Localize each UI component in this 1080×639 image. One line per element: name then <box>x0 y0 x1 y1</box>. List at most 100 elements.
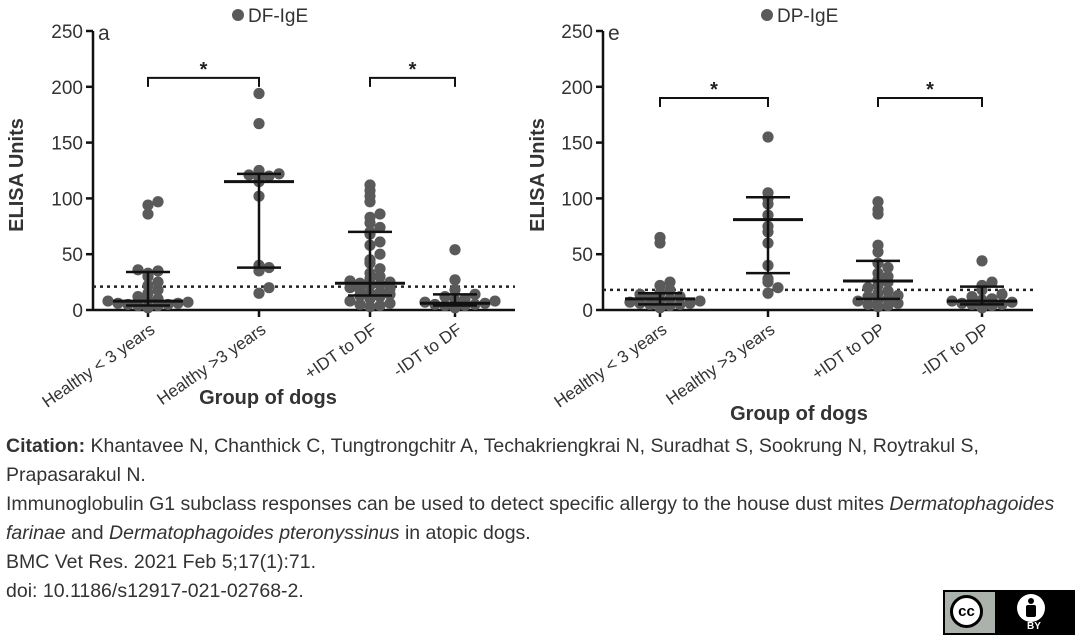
data-point <box>182 296 194 308</box>
significance-bracket <box>877 96 983 107</box>
data-point <box>112 297 124 309</box>
citation-title-and: and <box>71 522 104 544</box>
x-category-label: +IDT to DP <box>808 320 888 384</box>
data-point <box>882 285 894 297</box>
citation-title-part1: Immunoglobulin G1 subclass responses can… <box>6 493 884 515</box>
data-point <box>253 118 265 130</box>
citation-authors: Khantavee N, Chanthick C, Tungtrongchitr… <box>6 435 979 486</box>
data-point <box>253 87 265 100</box>
data-point <box>489 295 501 307</box>
data-point <box>364 211 376 223</box>
data-point <box>872 239 884 251</box>
data-point <box>102 295 114 307</box>
data-point <box>374 270 386 283</box>
chart-panel-e: 0 50 100 150 200 250 Healthy < 3 yearsHealthy … <box>527 6 1033 425</box>
citation-species-1: Dermatophagoides farinae <box>6 493 1055 544</box>
data-point <box>762 131 774 143</box>
data-point <box>142 199 154 211</box>
x-category-label: +IDT to DF <box>301 320 380 383</box>
citation-species-2: Dermatophagoides pteronyssinus <box>109 522 400 544</box>
data-point <box>253 287 265 299</box>
data-point <box>762 287 774 299</box>
data-point <box>966 291 978 303</box>
data-point <box>872 203 884 216</box>
by-label: BY <box>1027 621 1041 632</box>
data-point <box>852 295 864 307</box>
significance-bracket <box>659 96 769 107</box>
data-point <box>762 187 774 199</box>
data-point <box>694 295 706 307</box>
citation-authors-line: Citation: Khantavee N, Chanthick C, Tung… <box>6 432 1078 490</box>
data-point <box>986 293 998 305</box>
data-point <box>986 276 998 288</box>
x-category-label: Healthy < 3 years <box>39 320 159 412</box>
y-tick-label: 250 <box>561 22 593 43</box>
data-point <box>664 276 676 288</box>
significance-label: * <box>409 59 417 81</box>
data-point <box>872 196 884 208</box>
data-point <box>384 297 396 309</box>
data-point <box>142 208 154 220</box>
data-point <box>862 282 874 294</box>
data-point <box>772 282 784 294</box>
panel-letter: a <box>98 22 110 45</box>
x-axis-title: Group of dogs <box>730 403 868 425</box>
data-point <box>654 279 666 292</box>
data-point <box>762 273 774 285</box>
data-point <box>892 297 904 309</box>
data-point <box>439 291 451 303</box>
data-point <box>374 263 386 275</box>
citation-label: Citation: <box>6 435 86 457</box>
data-point <box>344 295 356 307</box>
data-point <box>263 282 275 294</box>
citation: Citation: Khantavee N, Chanthick C, Tung… <box>6 432 1078 606</box>
y-axis-title: ELISA Units <box>527 118 549 232</box>
data-point <box>152 276 164 288</box>
significance-bracket <box>147 76 260 87</box>
figure: 0 50 100 150 200 250 Healthy < 3 years Healthy … <box>6 6 1033 425</box>
y-tick-label: 150 <box>51 134 83 155</box>
y-tick-label: 100 <box>561 189 593 210</box>
data-point <box>449 284 461 296</box>
y-tick-label: 0 <box>72 301 83 322</box>
data-point <box>172 297 184 309</box>
y-tick-label: 150 <box>561 134 593 155</box>
y-tick-label: 200 <box>561 78 593 99</box>
x-category-label: -IDT to DF <box>390 320 466 381</box>
data-point <box>374 299 386 312</box>
significance-label: * <box>200 59 208 81</box>
data-point <box>374 221 386 234</box>
data-point <box>263 170 275 182</box>
x-category-label: -IDT to DP <box>916 320 992 381</box>
data-point <box>344 275 356 287</box>
data-point <box>374 236 386 248</box>
citation-doi: doi: 10.1186/s12917-021-02768-2. <box>6 580 304 602</box>
panel-letter: e <box>608 22 620 45</box>
data-point <box>449 274 461 286</box>
y-tick-label: 250 <box>51 22 83 43</box>
citation-journal: BMC Vet Res. 2021 Feb 5;17(1):71. <box>6 551 317 573</box>
data-point <box>374 208 386 220</box>
data-point <box>654 231 666 244</box>
y-tick-label: 50 <box>62 245 83 266</box>
data-point <box>152 196 164 208</box>
y-tick-label: 0 <box>582 301 593 322</box>
data-point <box>132 291 144 303</box>
data-point <box>364 179 376 191</box>
data-point <box>374 248 386 260</box>
cc-by-license-badge: cc BY <box>943 590 1075 635</box>
legend-label: DF-IgE <box>248 6 308 27</box>
y-tick-label: 200 <box>51 78 83 99</box>
data-point <box>364 301 376 313</box>
cc-icon: cc <box>950 595 983 628</box>
data-point <box>882 261 894 274</box>
y-tick-label: 100 <box>51 189 83 210</box>
data-point <box>132 264 144 276</box>
data-point <box>684 297 696 309</box>
significance-label: * <box>926 79 934 101</box>
citation-title-part2: in atopic dogs. <box>404 522 531 544</box>
legend-marker <box>232 9 244 21</box>
x-category-label: Healthy >3 years <box>663 320 779 409</box>
y-axis-title: ELISA Units <box>6 118 28 232</box>
